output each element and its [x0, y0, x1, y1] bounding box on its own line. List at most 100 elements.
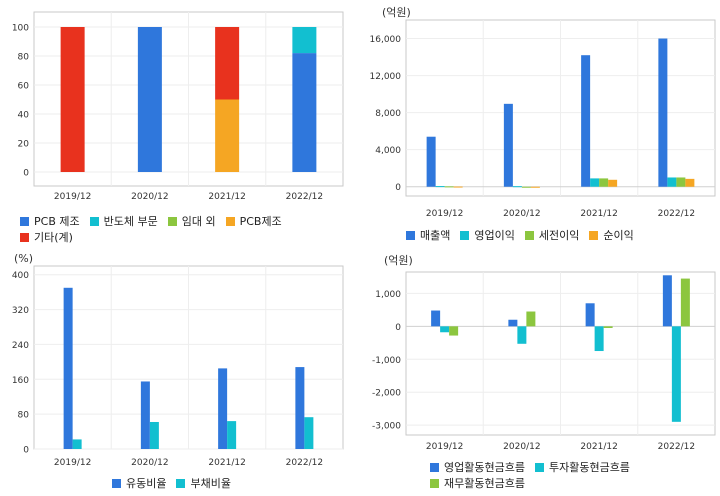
chart1-legend-item: 반도체 부문 — [89, 214, 158, 229]
chart1-legend-swatch — [20, 217, 29, 226]
chart3-legend-label: 부채비율 — [190, 477, 231, 490]
chart4-legend-item: 투자활동현금흐름 — [534, 460, 630, 475]
chart3-ytick-label: 320 — [12, 306, 29, 316]
chart4-legend-label: 재무활동현금흐름 — [444, 477, 525, 490]
chart1-legend-label: 임대 외 — [181, 215, 216, 228]
chart1-xtick-label: 2020/12 — [131, 192, 168, 200]
chart2-bar — [590, 178, 600, 187]
chart4-legend-swatch — [534, 463, 544, 472]
chart2-bar — [512, 186, 522, 188]
chart4-xtick-label: 2021/12 — [580, 442, 617, 452]
chart4-unit-label: (억원) — [384, 254, 413, 267]
chart1-legend-swatch — [20, 233, 29, 242]
chart2-bar — [667, 177, 677, 187]
chart3-legend-item: 부채비율 — [176, 476, 231, 491]
chart2-bar — [676, 177, 686, 187]
chart4-bar — [662, 275, 672, 327]
chart4-ytick-label: -1,000 — [372, 356, 401, 366]
chart3-ytick-label: 240 — [12, 341, 29, 351]
chart2-bar — [435, 186, 445, 188]
chart4-bar — [585, 303, 595, 327]
chart4-bar — [671, 326, 681, 422]
chart1-svg: 0 20 40 60 80 100 2019/12 2020/12 2021/12 2022/12 — [12, 11, 344, 200]
chart2-bar — [426, 136, 436, 187]
chart3-legend-swatch — [112, 479, 121, 488]
chart3-legend-item: 유동비율 — [112, 476, 166, 491]
chart2-xtick-label: 2021/12 — [580, 209, 617, 219]
chart4-legend-item: 재무활동현금흐름 — [430, 476, 525, 491]
chart2-legend-item: 매출액 — [406, 228, 450, 243]
chart1-legend-label: 기타(계) — [34, 231, 73, 244]
chart2-bar — [503, 103, 513, 187]
chart2-ytick-label: 16,000 — [370, 35, 402, 45]
chart2-bar — [530, 186, 540, 188]
chart1-xtick-label: 2021/12 — [208, 192, 245, 200]
chart1-legend-swatch — [89, 217, 99, 226]
chart4-legend-label: 영업활동현금흐름 — [444, 461, 525, 474]
chart3-ytick-label: 80 — [18, 411, 30, 421]
chart2-bar — [599, 178, 609, 187]
chart2-xtick-label: 2022/12 — [658, 209, 695, 219]
chart1-legend-label: PCB제조 — [239, 215, 282, 228]
chart1-ytick-label: 20 — [18, 140, 30, 150]
chart3-legend-label: 유동비율 — [126, 477, 167, 490]
chart3-bar — [218, 368, 228, 449]
chart3-bar — [72, 439, 82, 449]
chart4-legend-swatch — [430, 479, 439, 488]
chart3-xtick-label: 2021/12 — [208, 458, 245, 468]
chart2-legend-label: 순이익 — [603, 229, 634, 242]
chart1-ytick-label: 100 — [12, 24, 29, 34]
chart4-svg: -3,000 -2,000 -1,000 0 1,000 2019/12 2020/12 20… — [372, 271, 716, 452]
chart2-bar — [453, 186, 463, 188]
chart1-legend-swatch — [167, 217, 177, 226]
chart1-ytick-label: 40 — [18, 111, 30, 121]
chart2-bar — [658, 38, 668, 187]
chart2-ytick-label: 8,000 — [375, 109, 401, 119]
chart2-ytick-label: 4,000 — [375, 146, 401, 156]
chart2-legend-swatch — [406, 231, 415, 240]
chart4-panel: (억원) -3,000 -2,000 -1,000 0 1,000 2019/12 2020… — [362, 250, 720, 496]
chart3-ytick-label: 160 — [12, 376, 29, 386]
chart1-bar — [292, 53, 317, 172]
chart1-legend-label: PCB 제조 — [34, 215, 80, 228]
chart4-bar — [603, 326, 613, 328]
chart1-legend-item: 기타(계) — [20, 230, 73, 245]
chart1-legend-swatch — [225, 217, 235, 226]
chart4-bar — [431, 310, 441, 327]
chart2-legend-label: 매출액 — [420, 229, 451, 242]
chart2-legend-label: 영업이익 — [474, 229, 515, 242]
chart3-xtick-label: 2020/12 — [131, 458, 168, 468]
chart3-ytick-label: 400 — [12, 271, 29, 281]
chart2-legend-item: 순이익 — [589, 228, 634, 243]
chart1-ytick-label: 0 — [23, 169, 29, 179]
chart2-svg: 0 4,000 8,000 12,000 16,000 2019/12 2020/12 202… — [370, 19, 716, 219]
chart4-ytick-label: 1,000 — [375, 290, 401, 300]
chart4-bar — [508, 319, 518, 327]
chart4-xtick-label: 2022/12 — [658, 442, 695, 452]
chart4-bar — [440, 326, 450, 333]
chart2-panel: (억원) 0 4,000 8,000 12,000 16,000 2019/12 2020/… — [362, 0, 720, 245]
chart3-bar — [227, 421, 237, 449]
chart1-legend-item: PCB제조 — [225, 214, 282, 229]
chart3-panel: (%) 0 80 160 240 320 400 2019/12 2020/12 2021/12… — [0, 250, 350, 496]
chart4-xtick-label: 2019/12 — [426, 442, 463, 452]
chart2-legend-label: 세전이익 — [538, 229, 580, 242]
chart1-bar — [215, 99, 240, 172]
chart1-bar — [215, 27, 240, 100]
chart3-xtick-label: 2022/12 — [286, 458, 323, 468]
chart1-ytick-label: 80 — [18, 53, 30, 63]
chart3-bar — [149, 421, 159, 449]
chart2-bar — [608, 179, 618, 187]
chart2-legend-swatch — [460, 231, 470, 240]
chart2-ytick-label: 0 — [395, 183, 401, 193]
chart1-ytick-label: 60 — [18, 82, 30, 92]
chart2-legend-swatch — [589, 231, 599, 240]
chart2-legend-swatch — [524, 231, 534, 240]
chart4-legend-item: 영업활동현금흐름 — [430, 460, 525, 475]
chart2-ytick-label: 12,000 — [370, 72, 402, 82]
chart3-bar — [304, 417, 314, 449]
chart4-xtick-label: 2020/12 — [503, 442, 540, 452]
chart4-ytick-label: 0 — [395, 323, 401, 333]
